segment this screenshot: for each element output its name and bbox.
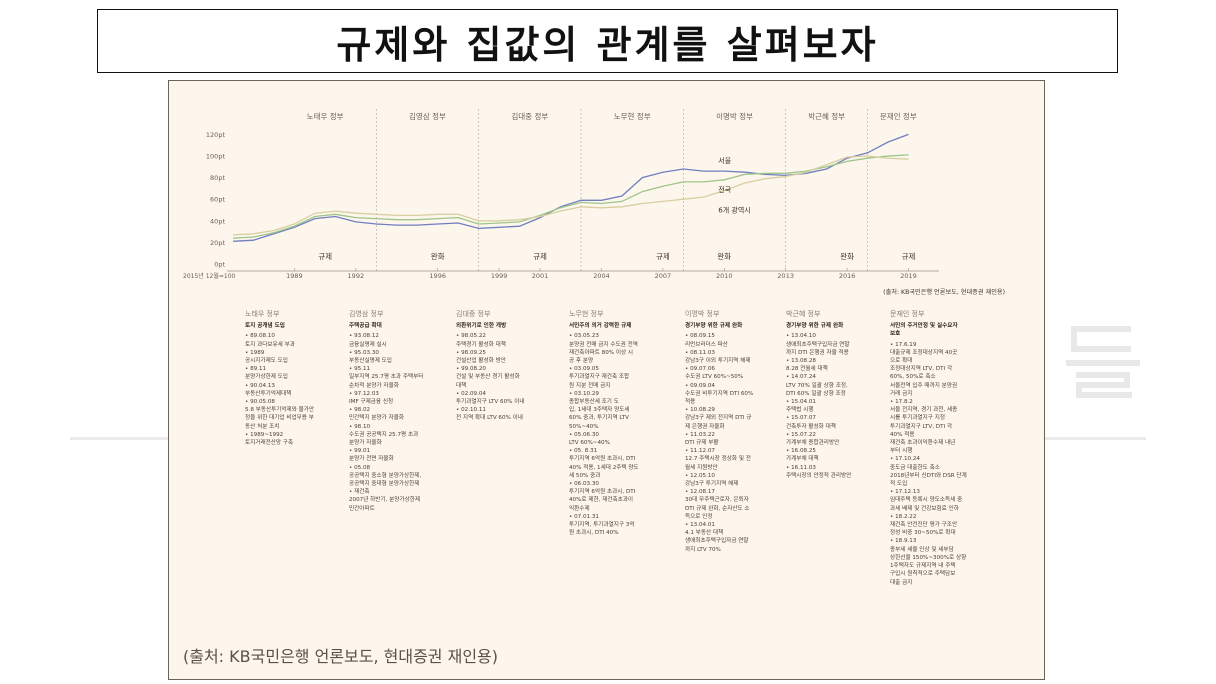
x-tick-label: 1992 bbox=[348, 272, 365, 280]
policy-column-moon-jaein: 문재인 정부 서민의 주거안정 및 실수요자 보호 • 17.6.19 대출규제… bbox=[890, 310, 996, 587]
policy-heading: 외환위기로 인한 개방 bbox=[456, 323, 507, 330]
policy-column-lee-myungbak: 이명박 정부 경기부양 위한 규제 완화 • 08.09.15 리먼브러더스 파… bbox=[685, 310, 785, 554]
policy-label: 규제 bbox=[656, 252, 670, 261]
y-tick-label: 100pt bbox=[206, 153, 226, 161]
government-label: 김영삼 정부 bbox=[409, 111, 446, 121]
policy-items: • 98.05.22 주택경기 활성화 대책 • 98.09.25 건설산업 활… bbox=[456, 333, 525, 422]
policy-label: 규제 bbox=[318, 252, 332, 261]
y-tick-label: 20pt bbox=[210, 239, 225, 247]
x-tick-label: 2019 bbox=[900, 272, 917, 280]
policy-gov-name: 김영삼 정부 bbox=[349, 310, 384, 318]
policy-label: 완화 bbox=[717, 252, 731, 261]
policy-column-park-geunhye: 박근혜 정부 경기부양 위한 규제 완화 • 13.04.10 생애최초주택구입… bbox=[786, 310, 890, 480]
government-label: 문재인 정부 bbox=[880, 111, 917, 121]
policy-heading: 서민의 주거안정 및 실수요자 보호 bbox=[890, 323, 958, 338]
policy-column-roh-taewoo: 노태우 정부 토지 공개념 도입 • 89.08.10 토지 과다보유세 부과 … bbox=[245, 310, 347, 447]
x-tick-label: 2001 bbox=[532, 272, 549, 280]
policy-heading: 경기부양 위한 규제 완화 bbox=[786, 323, 844, 330]
series-line bbox=[232, 133, 909, 242]
x-tick-label: 2004 bbox=[593, 272, 610, 280]
x-tick-label: 1989 bbox=[286, 272, 303, 280]
policy-items: • 13.04.10 생애최초주택구입자금 연말 까지 DTI 은행권 자율 적… bbox=[786, 333, 852, 479]
x-tick-label: 2015년 12월=100 bbox=[183, 272, 236, 280]
policy-heading: 토지 공개념 도입 bbox=[245, 323, 285, 330]
chart-panel: 노태우 정부 김영삼 정부 김대중 정부 노무현 정부 이명박 정부 박근혜 정부 문재인 … bbox=[168, 80, 1045, 680]
source-caption: (출처: KB국민은행 언론보도, 현대증권 재인용) bbox=[183, 647, 499, 666]
policy-gov-name: 노무현 정부 bbox=[569, 310, 604, 318]
policy-column-kim-daejung: 김대중 정부 외환위기로 인한 개방 • 98.05.22 주택경기 활성화 대… bbox=[456, 310, 564, 423]
x-tick-label: 2016 bbox=[839, 272, 856, 280]
government-label: 이명박 정부 bbox=[716, 111, 753, 121]
series-label: 6개 광역시 bbox=[718, 206, 750, 215]
policy-label: 규제 bbox=[533, 252, 547, 261]
policy-items: • 89.08.10 토지 과다보유세 부과 • 1989 공시지가제도 도입 … bbox=[245, 333, 315, 447]
x-tick-label: 2013 bbox=[777, 272, 794, 280]
policy-heading: 서민주의 의거 강력한 규제 bbox=[569, 323, 632, 330]
policy-column-kim-youngsam: 김영삼 정부 주택공급 확대 • 93.08.12 금융실명제 실시 • 95.… bbox=[349, 310, 453, 513]
policy-gov-name: 박근혜 정부 bbox=[786, 310, 821, 318]
policy-heading: 주택공급 확대 bbox=[349, 323, 382, 330]
policy-label: 완화 bbox=[840, 252, 854, 261]
x-tick-label: 2007 bbox=[655, 272, 672, 280]
policy-label: 규제 bbox=[902, 252, 916, 261]
x-tick-label: 2010 bbox=[716, 272, 733, 280]
x-tick-label: 1999 bbox=[491, 272, 508, 280]
policy-items: • 03.05.23 분양권 전매 금지 수도권 전역 재건축아파트 80% 이… bbox=[569, 333, 639, 537]
chart-source-note: (출처: KB국민은행 언론보도, 현대증권 재인용) bbox=[883, 288, 1005, 296]
series-label: 서울 bbox=[718, 156, 731, 165]
policy-gov-name: 이명박 정부 bbox=[685, 310, 720, 318]
y-tick-label: 40pt bbox=[210, 217, 225, 225]
policy-heading: 경기부양 위한 규제 완화 bbox=[685, 323, 743, 330]
government-label: 노태우 정부 bbox=[307, 111, 344, 121]
price-index-chart: 노태우 정부 김영삼 정부 김대중 정부 노무현 정부 이명박 정부 박근혜 정부 문재인 … bbox=[183, 109, 1005, 296]
y-tick-label: 0pt bbox=[214, 261, 225, 269]
series-line bbox=[232, 155, 909, 236]
y-tick-label: 60pt bbox=[210, 196, 225, 204]
policy-gov-name: 노태우 정부 bbox=[245, 310, 280, 318]
government-label: 노무현 정부 bbox=[614, 111, 651, 121]
policy-items: • 93.08.12 금융실명제 실시 • 95.03.30 부동산실명제 도입… bbox=[349, 333, 424, 512]
y-tick-label: 120pt bbox=[206, 131, 226, 139]
side-glyph-icon bbox=[1066, 326, 1140, 398]
page-title-box: 규제와 집값의 관계를 살펴보자 bbox=[97, 9, 1118, 73]
page-title: 규제와 집값의 관계를 살펴보자 bbox=[336, 22, 879, 67]
policy-gov-name: 김대중 정부 bbox=[456, 310, 491, 318]
x-tick-label: 1996 bbox=[429, 272, 446, 280]
series-label: 전국 bbox=[718, 185, 731, 194]
policy-label: 완화 bbox=[431, 252, 445, 261]
policy-items: • 17.6.19 대출규제 조정대상지역 40곳 으로 확대 조정대상지역 L… bbox=[890, 341, 967, 586]
policy-gov-name: 문재인 정부 bbox=[890, 310, 925, 318]
policy-column-roh-moohyun: 노무현 정부 서민주의 의거 강력한 규제 • 03.05.23 분양권 전매 … bbox=[569, 310, 681, 537]
policy-items: • 08.09.15 리먼브러더스 파산 • 08.11.03 강남3구 이외 … bbox=[685, 333, 754, 553]
government-label: 박근혜 정부 bbox=[808, 111, 845, 121]
government-label: 김대중 정부 bbox=[511, 111, 548, 121]
series-line bbox=[232, 154, 909, 239]
y-tick-label: 80pt bbox=[210, 174, 225, 182]
